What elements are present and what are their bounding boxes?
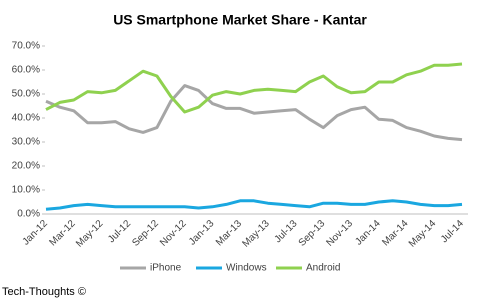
series-line xyxy=(45,199,463,211)
source: Tech-Thoughts © xyxy=(2,286,86,298)
y-tick-label: 70.0% xyxy=(12,41,40,52)
x-tick-label: Mar-12 xyxy=(48,218,78,248)
y-tick-label: 10.0% xyxy=(12,185,40,196)
y-tick-label: 20.0% xyxy=(12,161,40,172)
y-tick-label: 30.0% xyxy=(12,137,40,148)
x-tick-label: Mar-14 xyxy=(380,218,410,248)
series-line xyxy=(45,84,463,142)
y-tick-label: 40.0% xyxy=(12,113,40,124)
y-tick-label: 60.0% xyxy=(12,65,40,76)
x-tick-label: Jan-14 xyxy=(353,218,383,248)
x-tick-label: May-12 xyxy=(74,218,106,250)
legend-label: iPhone xyxy=(150,263,182,274)
x-tick-label: May-13 xyxy=(240,218,272,250)
x-tick-label: Jan-13 xyxy=(187,218,217,248)
legend-label: Android xyxy=(306,263,340,274)
y-tick-label: 0.0% xyxy=(17,209,40,220)
x-tick-label: Sep-12 xyxy=(130,218,161,249)
x-tick-label: Mar-13 xyxy=(214,218,244,248)
x-tick-label: Nov-13 xyxy=(324,218,355,249)
x-tick-label: Jul-14 xyxy=(439,218,466,245)
legend-label: Windows xyxy=(226,263,267,274)
x-tick-label: Sep-13 xyxy=(297,218,328,249)
x-tick-label: Nov-12 xyxy=(158,218,189,249)
chart-title: US Smartphone Market Share - Kantar xyxy=(113,12,367,28)
x-tick-label: May-14 xyxy=(407,218,439,250)
x-tick-label: Jan-12 xyxy=(21,218,51,248)
y-tick-label: 50.0% xyxy=(12,89,40,100)
series-line xyxy=(45,62,463,114)
